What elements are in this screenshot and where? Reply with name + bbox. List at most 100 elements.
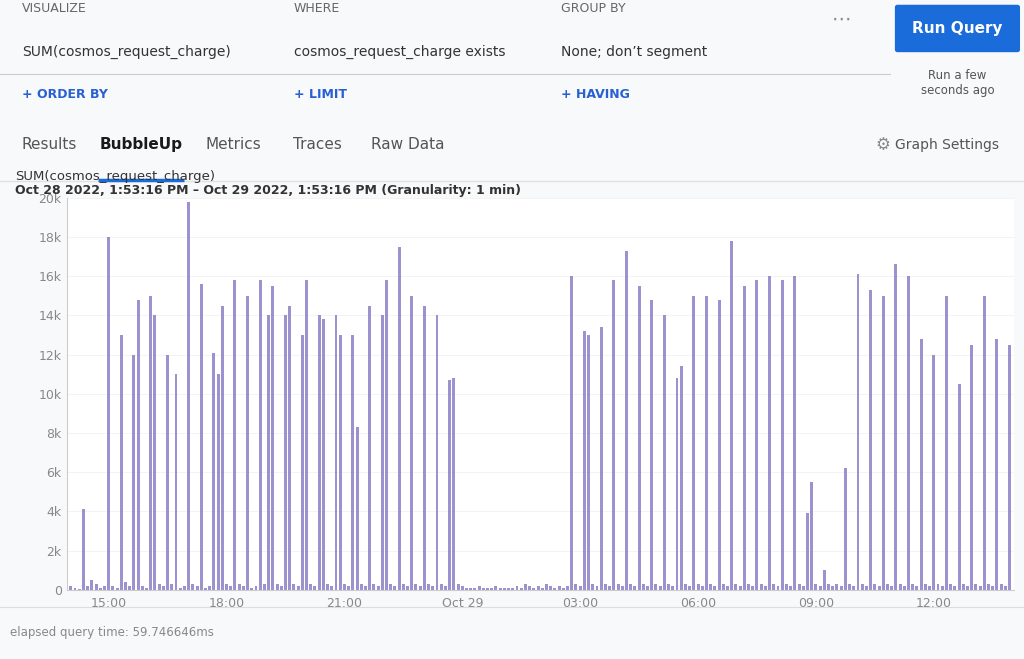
- Bar: [200, 284, 203, 590]
- Bar: [591, 584, 594, 590]
- Bar: [752, 586, 755, 590]
- Bar: [907, 276, 910, 590]
- Bar: [634, 586, 636, 590]
- Bar: [78, 589, 81, 590]
- Bar: [650, 300, 653, 590]
- Bar: [663, 316, 666, 590]
- Bar: [431, 586, 434, 590]
- Bar: [524, 584, 527, 590]
- Bar: [407, 586, 409, 590]
- Bar: [600, 327, 603, 590]
- Bar: [537, 586, 540, 590]
- Bar: [924, 584, 927, 590]
- Bar: [250, 588, 253, 590]
- Text: SUM(cosmos_request_charge): SUM(cosmos_request_charge): [23, 45, 231, 59]
- Bar: [748, 584, 750, 590]
- Bar: [814, 584, 817, 590]
- Bar: [427, 584, 430, 590]
- Bar: [98, 588, 101, 590]
- Bar: [229, 586, 232, 590]
- Bar: [150, 296, 153, 590]
- Bar: [435, 316, 438, 590]
- Bar: [246, 296, 249, 590]
- Bar: [983, 296, 986, 590]
- Bar: [331, 586, 333, 590]
- Bar: [583, 331, 586, 590]
- Bar: [760, 584, 763, 590]
- Text: + ORDER BY: + ORDER BY: [23, 88, 109, 101]
- Bar: [74, 588, 77, 590]
- Bar: [987, 584, 990, 590]
- Bar: [705, 296, 708, 590]
- Text: Traces: Traces: [293, 138, 342, 152]
- Bar: [86, 586, 89, 590]
- Bar: [688, 586, 691, 590]
- Bar: [865, 586, 868, 590]
- Bar: [827, 584, 830, 590]
- Bar: [680, 366, 683, 590]
- Text: Run Query: Run Query: [912, 21, 1002, 36]
- Bar: [162, 586, 165, 590]
- Bar: [94, 584, 97, 590]
- Bar: [1004, 586, 1007, 590]
- Bar: [415, 584, 418, 590]
- Bar: [869, 290, 872, 590]
- Bar: [317, 316, 321, 590]
- Text: Raw Data: Raw Data: [371, 138, 444, 152]
- Bar: [313, 586, 316, 590]
- Bar: [128, 586, 131, 590]
- Bar: [558, 586, 560, 590]
- Bar: [221, 306, 224, 590]
- Bar: [473, 588, 476, 590]
- Bar: [802, 586, 805, 590]
- Bar: [196, 586, 199, 590]
- Bar: [549, 586, 552, 590]
- Text: Oct 28 2022, 1:53:16 PM – Oct 29 2022, 1:53:16 PM (Granularity: 1 min): Oct 28 2022, 1:53:16 PM – Oct 29 2022, 1…: [15, 184, 521, 197]
- Bar: [326, 584, 329, 590]
- Bar: [638, 286, 641, 590]
- Bar: [574, 584, 578, 590]
- Bar: [970, 345, 973, 590]
- Bar: [82, 509, 85, 590]
- Bar: [212, 353, 215, 590]
- Bar: [520, 588, 522, 590]
- Bar: [684, 584, 687, 590]
- Bar: [915, 586, 919, 590]
- Bar: [608, 586, 611, 590]
- Bar: [616, 584, 620, 590]
- Bar: [124, 582, 127, 590]
- Bar: [566, 586, 569, 590]
- Bar: [714, 586, 717, 590]
- Bar: [112, 586, 115, 590]
- Bar: [103, 586, 105, 590]
- Bar: [288, 306, 291, 590]
- Bar: [979, 586, 982, 590]
- Bar: [204, 588, 207, 590]
- Bar: [848, 584, 851, 590]
- Bar: [646, 586, 649, 590]
- Text: ⚙: ⚙: [876, 136, 890, 154]
- Bar: [174, 374, 177, 590]
- Bar: [920, 339, 923, 590]
- Text: Metrics: Metrics: [206, 138, 261, 152]
- Bar: [233, 280, 237, 590]
- Bar: [293, 584, 295, 590]
- Bar: [676, 378, 679, 590]
- Bar: [625, 250, 628, 590]
- Bar: [108, 237, 111, 590]
- Bar: [629, 584, 632, 590]
- Text: ⋯: ⋯: [833, 9, 852, 28]
- Bar: [275, 584, 279, 590]
- Bar: [764, 586, 767, 590]
- Bar: [738, 586, 741, 590]
- Bar: [945, 296, 948, 590]
- Bar: [132, 355, 135, 590]
- Bar: [457, 584, 460, 590]
- Bar: [170, 584, 173, 590]
- Text: cosmos_request_charge exists: cosmos_request_charge exists: [294, 45, 506, 59]
- Bar: [528, 586, 531, 590]
- Bar: [259, 280, 262, 590]
- Bar: [469, 588, 472, 590]
- Bar: [932, 355, 935, 590]
- Bar: [823, 570, 825, 590]
